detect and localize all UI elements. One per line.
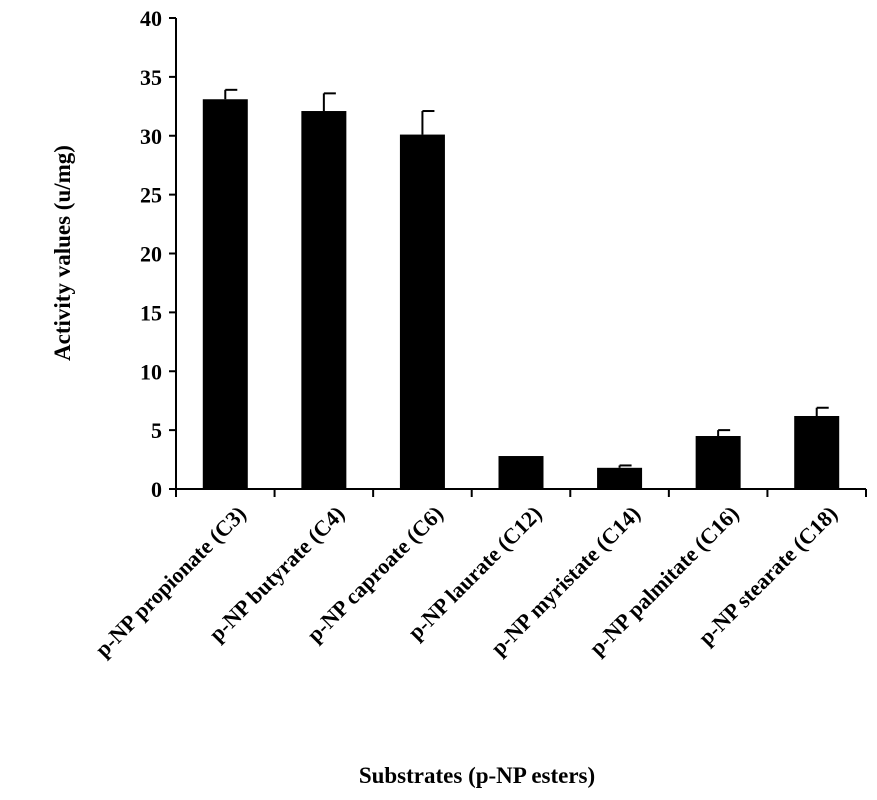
bar [301, 111, 347, 490]
y-tick-label: 10 [140, 359, 162, 384]
y-tick-label: 20 [140, 242, 162, 267]
bars-layer [202, 99, 840, 490]
category-labels-layer: p-NP propionate (C3)p-NP butyrate (C4)p-… [90, 501, 842, 662]
bar [794, 415, 840, 489]
bar [695, 436, 741, 489]
y-tick-label: 40 [140, 6, 162, 31]
x-ticks-layer [175, 489, 867, 497]
error-bars-layer [224, 88, 829, 468]
y-tick-label: 5 [151, 418, 162, 443]
y-tick-label: 30 [140, 124, 162, 149]
y-axis-title: Activity values (u/mg) [50, 145, 75, 361]
axes-layer [175, 18, 866, 490]
x-axis-title: Substrates (p-NP esters) [359, 763, 595, 788]
y-tick-label: 35 [140, 65, 162, 90]
y-tick-label: 25 [140, 183, 162, 208]
bar [202, 99, 248, 489]
bar [498, 456, 544, 489]
bar [399, 134, 445, 489]
bar [597, 467, 643, 489]
y-ticks-layer: 0 5 10 15 20 25 30 35 40 [140, 6, 176, 502]
y-tick-label: 15 [140, 300, 162, 325]
y-tick-label: 0 [151, 477, 162, 502]
